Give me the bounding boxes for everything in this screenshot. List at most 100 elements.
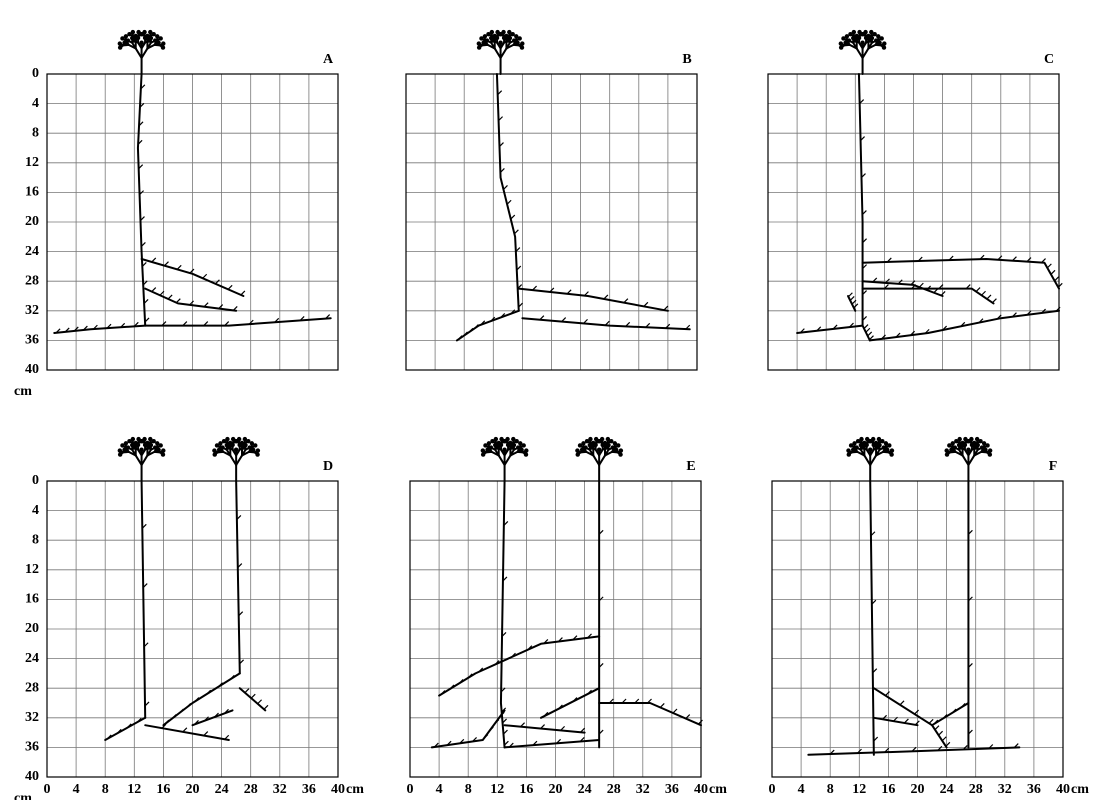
root-hair xyxy=(862,290,867,295)
root-hair xyxy=(560,725,566,731)
bud xyxy=(863,35,869,41)
bud xyxy=(957,436,962,442)
bud xyxy=(488,445,494,450)
root-hair xyxy=(623,298,629,304)
bud xyxy=(883,441,889,446)
root-hair xyxy=(250,693,256,699)
bud xyxy=(514,438,519,444)
root-hair xyxy=(236,515,242,520)
bud xyxy=(120,36,125,41)
shoot xyxy=(225,448,232,457)
root-hair xyxy=(139,190,144,196)
root xyxy=(144,287,238,312)
root-hair xyxy=(488,726,494,732)
root-hair xyxy=(120,322,126,328)
width-tick-label: 32 xyxy=(636,782,650,797)
bud xyxy=(518,441,523,446)
root-hair xyxy=(979,254,985,260)
root-hair xyxy=(997,255,1003,261)
bud xyxy=(125,445,131,450)
bud xyxy=(575,452,580,457)
root-hair xyxy=(214,279,220,285)
root-hair xyxy=(248,319,254,325)
bud xyxy=(122,447,127,452)
panel-label: E xyxy=(686,459,695,474)
root-hair xyxy=(240,290,246,296)
bud xyxy=(588,436,593,442)
bud xyxy=(577,443,583,448)
bud xyxy=(247,445,252,450)
root-hair xyxy=(663,305,669,311)
root-hair xyxy=(1055,306,1061,312)
root-hair xyxy=(449,684,455,690)
bud xyxy=(233,438,238,444)
width-unit: cm xyxy=(1071,782,1089,797)
bud xyxy=(117,41,123,46)
root-hair xyxy=(948,255,954,261)
bud xyxy=(139,40,144,45)
root-hair xyxy=(203,731,209,736)
root-hair xyxy=(142,583,148,588)
depth-tick-label: 8 xyxy=(32,125,39,140)
depth-tick-label: 24 xyxy=(25,651,39,666)
root-hair xyxy=(665,323,671,329)
root-hair xyxy=(859,99,865,105)
root-hair xyxy=(867,331,873,337)
depth-tick-label: 8 xyxy=(32,532,39,547)
root-hair xyxy=(962,745,968,750)
bud xyxy=(214,443,220,448)
root-hair xyxy=(885,278,890,284)
bud xyxy=(954,438,959,444)
width-tick-label: 20 xyxy=(186,782,200,797)
bud xyxy=(838,41,844,46)
panel-frame xyxy=(405,73,698,371)
root-hair xyxy=(55,328,61,334)
bud xyxy=(872,31,877,37)
root-hair xyxy=(897,279,903,285)
bud xyxy=(600,442,605,448)
bud xyxy=(846,448,851,453)
root-hair xyxy=(829,749,835,755)
root-hair xyxy=(883,284,889,290)
root-hair xyxy=(938,730,944,736)
width-tick-label: 32 xyxy=(273,782,287,797)
root-hair xyxy=(1050,269,1056,275)
panel: A 0 4 8 12 16 20 24 28 32 36 40 cm xyxy=(14,29,339,399)
root-hair xyxy=(860,136,865,142)
bud xyxy=(148,29,153,35)
shoot xyxy=(867,41,873,50)
root-hair xyxy=(924,328,930,334)
shoot xyxy=(973,448,979,457)
width-tick-label: 32 xyxy=(998,782,1012,797)
bud xyxy=(609,438,614,444)
root-hair xyxy=(133,321,139,327)
root-hair xyxy=(603,294,609,300)
bud xyxy=(493,436,499,442)
panel-label: B xyxy=(682,52,691,67)
bud xyxy=(952,445,958,450)
root-hair xyxy=(510,214,516,220)
width-tick-label: 0 xyxy=(407,782,414,797)
root-hair xyxy=(138,164,144,170)
bud xyxy=(155,441,160,446)
bud xyxy=(978,438,983,444)
bud xyxy=(152,38,158,43)
bud xyxy=(974,436,980,442)
root-hair xyxy=(494,719,500,725)
bud xyxy=(511,38,517,43)
root-hair xyxy=(167,294,173,300)
bud xyxy=(882,41,887,46)
bud xyxy=(947,443,952,448)
bud xyxy=(486,31,491,37)
root-hair xyxy=(621,698,627,704)
root-hair xyxy=(988,744,994,749)
root-hair xyxy=(92,324,98,330)
width-tick-label: 20 xyxy=(549,782,563,797)
bud xyxy=(511,436,516,442)
bud xyxy=(843,40,848,45)
root xyxy=(503,724,586,734)
root-hair xyxy=(940,291,946,296)
bud xyxy=(255,452,260,457)
bud xyxy=(484,38,490,43)
root-hair xyxy=(918,282,924,288)
